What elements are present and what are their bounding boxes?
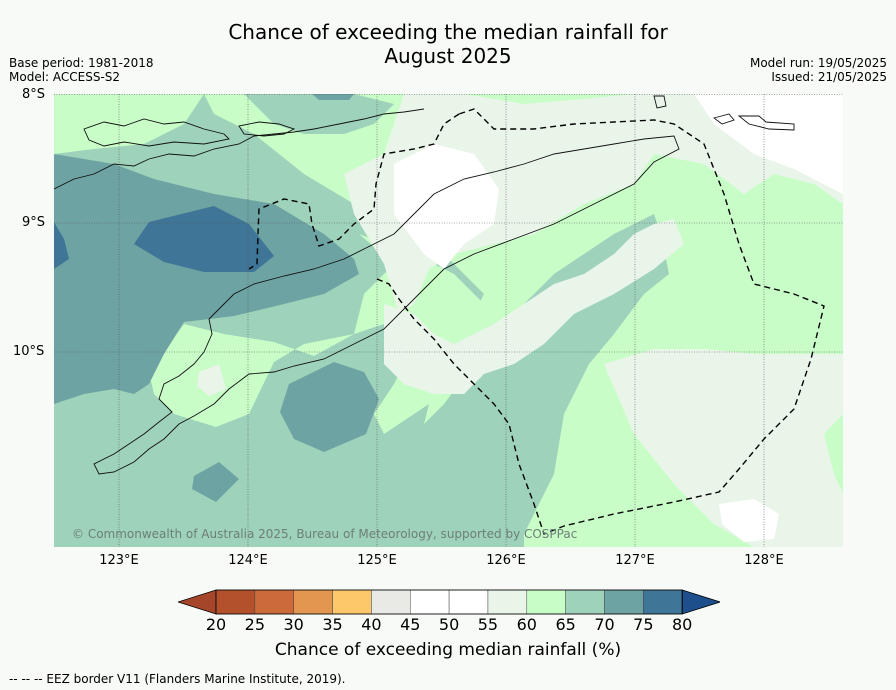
base-period: Base period: 1981-2018 <box>9 56 154 70</box>
lat-label-10s: 10°S <box>13 344 45 359</box>
lon-label-128e: 128°E <box>744 553 784 568</box>
colorbar-cell <box>371 589 411 615</box>
eez-border <box>248 108 825 535</box>
colorbar-tick-label: 35 <box>322 615 343 634</box>
colorbar-cell <box>526 589 566 615</box>
title-line-2: August 2025 <box>384 44 512 68</box>
meta-left: Base period: 1981-2018 Model: ACCESS-S2 <box>9 56 154 84</box>
colorbar-cell <box>643 589 683 615</box>
colorbar-cell <box>448 589 489 615</box>
colorbar-extend-high <box>681 589 720 615</box>
colorbar-cell <box>215 589 256 615</box>
zone-55-60-north <box>344 94 843 314</box>
colorbar-cell <box>332 589 372 615</box>
lon-label-123e: 123°E <box>99 553 139 568</box>
coast-island-1 <box>712 113 735 125</box>
zone-45-55-northeast <box>694 94 843 194</box>
zone-70-75-south <box>280 362 379 452</box>
lon-label-124e: 124°E <box>228 553 268 568</box>
colorbar-cell <box>487 589 528 615</box>
model-run: Model run: 19/05/2025 <box>749 56 887 70</box>
issued-date: Issued: 21/05/2025 <box>771 70 887 84</box>
zone-65-70-north <box>244 94 394 134</box>
coast-island-2 <box>737 115 795 131</box>
colorbar-cell <box>410 589 450 615</box>
colorbar-tick-label: 80 <box>672 615 693 634</box>
coastlines <box>54 95 795 475</box>
zone-75-80-edge <box>54 222 69 269</box>
zone-45-55-north <box>394 144 499 269</box>
title-line-1: Chance of exceeding the median rainfall … <box>228 20 668 44</box>
eez-footnote: -- -- -- EEZ border V11 (Flanders Marine… <box>9 672 346 686</box>
coast-wetar-tip <box>653 95 667 109</box>
colorbar-cell <box>604 589 644 615</box>
colorbar <box>178 589 720 615</box>
colorbar-tick-label: 45 <box>400 615 421 634</box>
map-title: Chance of exceeding the median rainfall … <box>0 20 896 68</box>
zone-70-75-edge <box>54 334 84 404</box>
rainfall-map <box>54 94 843 547</box>
copyright-text: © Commonwealth of Australia 2025, Bureau… <box>72 527 578 541</box>
coast-north-islands <box>54 108 425 190</box>
colorbar-tick-label: 30 <box>283 615 304 634</box>
colorbar-tick-label: 40 <box>361 615 382 634</box>
colorbar-tick-label: 50 <box>438 615 460 634</box>
colorbar-cell <box>254 589 294 615</box>
colorbar-tick-label: 60 <box>516 615 537 634</box>
colorbar-cell <box>293 589 333 615</box>
meta-right: Model run: 19/05/2025 Issued: 21/05/2025 <box>750 56 887 84</box>
colorbar-cells <box>178 589 720 615</box>
zone-70-75-north <box>312 94 354 100</box>
graticule <box>54 94 843 547</box>
zone-70-75-small <box>192 462 239 502</box>
colorbar-tick-label: 25 <box>244 615 266 634</box>
lat-label-9s: 9°S <box>22 215 46 230</box>
lon-label-126e: 126°E <box>486 553 526 568</box>
zone-55-60-small <box>197 364 226 396</box>
colorbar-outline <box>215 589 683 615</box>
coast-alor <box>238 121 296 137</box>
colorbar-extend-low <box>178 589 217 615</box>
zone-55-60-southeast <box>604 349 843 547</box>
coast-timor <box>93 135 680 475</box>
colorbar-cell <box>565 589 605 615</box>
zone-55-60-central <box>384 219 684 394</box>
model-name: Model: ACCESS-S2 <box>9 70 121 84</box>
colorbar-tick-label: 20 <box>205 615 227 634</box>
colorbar-tick-label: 65 <box>555 615 576 634</box>
lon-label-127e: 127°E <box>615 553 655 568</box>
lon-label-125e: 125°E <box>357 553 397 568</box>
zone-75-80-core <box>134 206 274 272</box>
colorbar-label: Chance of exceeding median rainfall (%) <box>274 640 622 660</box>
colorbar-tick-label: 70 <box>594 615 615 634</box>
colorbar-tick-label: 55 <box>477 615 499 634</box>
zone-70-75-west <box>54 154 359 404</box>
coast-flores <box>83 118 230 147</box>
lat-label-8s: 8°S <box>22 87 46 102</box>
colorbar-tick-label: 75 <box>633 615 654 634</box>
